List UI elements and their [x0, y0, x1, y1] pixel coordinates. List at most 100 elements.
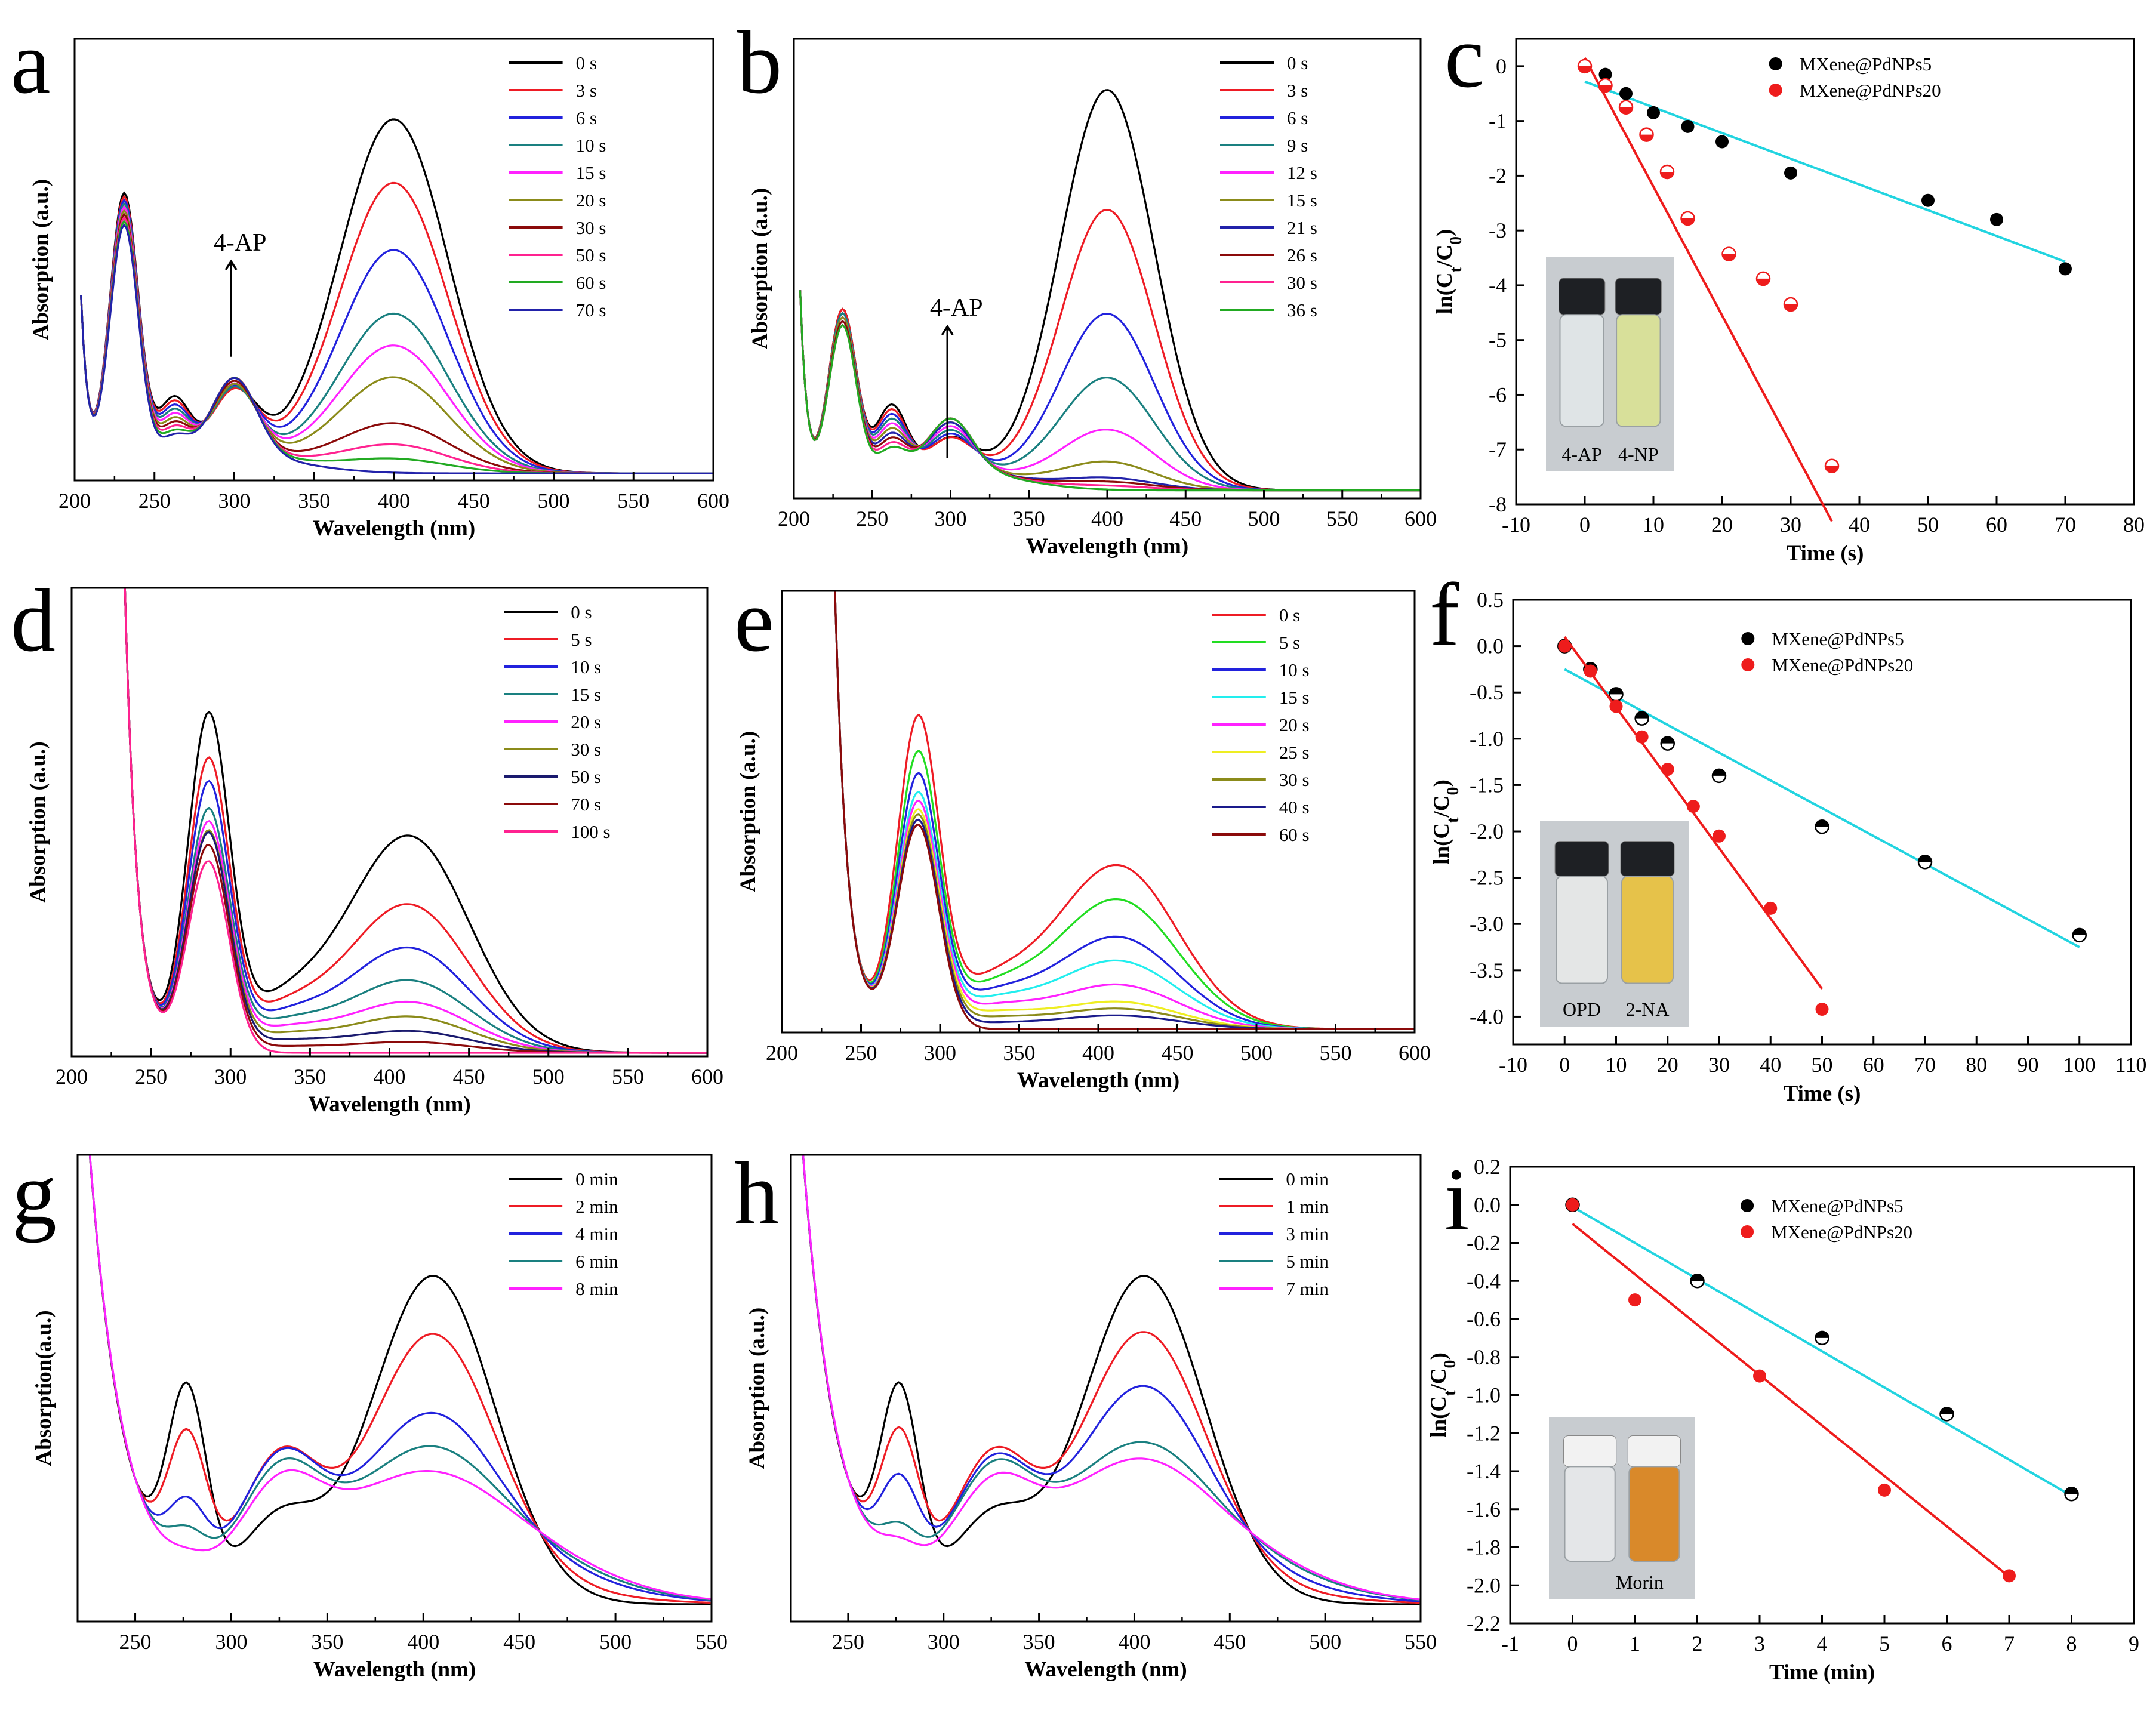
- y-axis-label: ln(Ct/C0): [1427, 1352, 1459, 1438]
- label-part: ln(C: [1430, 823, 1454, 865]
- series-line-3s: [799, 209, 1421, 492]
- x-tick-label: 300: [218, 489, 251, 513]
- subscript: 0: [1447, 236, 1465, 245]
- x-axis-label: Time (s): [1787, 541, 1864, 566]
- plot-frame: [76, 1154, 713, 1623]
- series-line-3min: [802, 1155, 1420, 1602]
- y-tick-label: -3: [1489, 218, 1507, 242]
- legend-marker: [1741, 1199, 1754, 1212]
- subscript: 0: [1441, 1360, 1459, 1369]
- data-point-half: [1918, 855, 1932, 862]
- x-tick-label: 350: [311, 1630, 343, 1654]
- x-axis-label: Wavelength (nm): [313, 1657, 476, 1682]
- photo-label: Morin: [1616, 1571, 1664, 1593]
- series-line-4min: [88, 1155, 711, 1602]
- x-tick-label: 400: [1091, 507, 1123, 531]
- x-tick-label: 350: [298, 489, 330, 513]
- legend-label: 0 s: [576, 53, 597, 73]
- legend-label: 15 s: [576, 162, 606, 183]
- data-point-half: [1619, 107, 1633, 114]
- series-line-60s: [80, 220, 713, 474]
- data-point: [1713, 829, 1726, 843]
- data-point: [1753, 1369, 1766, 1383]
- x-tick-label: 500: [1248, 507, 1280, 531]
- data-point: [2059, 262, 2072, 276]
- x-tick-label: 600: [1399, 1041, 1431, 1065]
- x-tick-label: 400: [1082, 1041, 1114, 1065]
- y-tick-label: -0.2: [1467, 1231, 1501, 1255]
- series-line-7min: [802, 1155, 1420, 1601]
- y-tick-label: -1.8: [1467, 1536, 1501, 1559]
- x-tick-label: 30: [1708, 1053, 1730, 1077]
- x-tick-label: 300: [924, 1041, 956, 1065]
- label-part: ln(C: [1433, 272, 1457, 314]
- y-tick-label: 0: [1496, 54, 1507, 78]
- x-tick-label: 600: [1405, 507, 1437, 531]
- photo-label: 2-NA: [1626, 998, 1670, 1020]
- legend-label: 15 s: [571, 684, 601, 705]
- data-point: [1619, 87, 1633, 100]
- y-axis-label: Absorption (a.u.): [736, 731, 760, 892]
- label-part: /C: [1427, 1369, 1451, 1391]
- legend-marker: [1769, 57, 1782, 70]
- label-part: ln(C: [1427, 1396, 1451, 1438]
- y-tick-label: -3.5: [1470, 958, 1504, 982]
- y-tick-label: 0.0: [1477, 634, 1504, 658]
- fit-line-MXene@PdNPs20: [1584, 57, 1833, 522]
- x-tick-label: 200: [766, 1041, 798, 1065]
- x-tick-label: 80: [2123, 513, 2145, 537]
- data-point-half: [1690, 1274, 1704, 1281]
- y-tick-label: -4.0: [1470, 1004, 1504, 1028]
- y-tick-label: 0.0: [1474, 1193, 1501, 1217]
- fit-line-MXene@PdNPs5: [1572, 1206, 2072, 1497]
- legend-label: 60 s: [1279, 824, 1310, 845]
- x-tick-label: 250: [119, 1630, 152, 1654]
- x-tick-label: 500: [1240, 1041, 1273, 1065]
- x-tick-label: 600: [691, 1065, 723, 1089]
- y-tick-label: -7: [1489, 437, 1507, 461]
- x-tick-label: 70: [2055, 513, 2076, 537]
- data-point: [1661, 763, 1674, 776]
- data-point: [1598, 67, 1612, 81]
- vial-body: [1621, 876, 1674, 984]
- x-tick-label: 10: [1606, 1053, 1627, 1077]
- data-point-half: [1681, 218, 1695, 225]
- y-tick-label: -1.2: [1467, 1421, 1501, 1445]
- x-tick-label: 250: [138, 489, 171, 513]
- data-point: [2003, 1569, 2016, 1583]
- series-line-36s: [799, 290, 1421, 492]
- x-tick-label: 550: [612, 1065, 644, 1089]
- x-tick-label: 250: [832, 1630, 864, 1654]
- x-tick-label: 300: [214, 1065, 247, 1089]
- series-line-12s: [799, 290, 1421, 492]
- data-point-half: [1640, 134, 1653, 141]
- series-line-60s: [834, 591, 1415, 1030]
- series-line-8min: [89, 1155, 711, 1601]
- y-axis-label: Absorption(a.u.): [32, 1310, 56, 1466]
- data-point-half: [1757, 278, 1770, 285]
- y-tick-label: -0.8: [1467, 1345, 1501, 1369]
- x-tick-label: 350: [1023, 1630, 1055, 1654]
- legend-label: 15 s: [1279, 687, 1310, 708]
- x-tick-label: 20: [1657, 1053, 1678, 1077]
- x-tick-label: 40: [1760, 1053, 1781, 1077]
- panel-h: 250 300 350 400 450 500 550 Wavelength (nm) Abso…: [745, 1154, 1437, 1682]
- data-point: [1647, 106, 1660, 119]
- x-axis-label: Time (min): [1769, 1660, 1875, 1685]
- y-axis-label: ln(Ct/C0): [1433, 229, 1465, 315]
- x-axis-label: Wavelength (nm): [308, 1092, 470, 1117]
- legend-label: 70 s: [576, 300, 606, 320]
- legend-label: 5 s: [571, 629, 592, 650]
- legend-label: 20 s: [1279, 714, 1310, 735]
- x-axis-label: Time (s): [1784, 1081, 1861, 1106]
- data-point: [1715, 135, 1729, 149]
- y-tick-label: -0.4: [1467, 1269, 1501, 1293]
- legend-label: 3 s: [576, 80, 597, 101]
- label-part: ): [1427, 1352, 1451, 1360]
- data-point-half: [1635, 711, 1649, 719]
- vial-body: [1556, 876, 1608, 984]
- legend-label: 3 s: [1287, 80, 1308, 101]
- x-tick-label: 90: [2018, 1053, 2039, 1077]
- photo-label: 4-NP: [1618, 443, 1659, 465]
- y-tick-label: -6: [1489, 383, 1507, 406]
